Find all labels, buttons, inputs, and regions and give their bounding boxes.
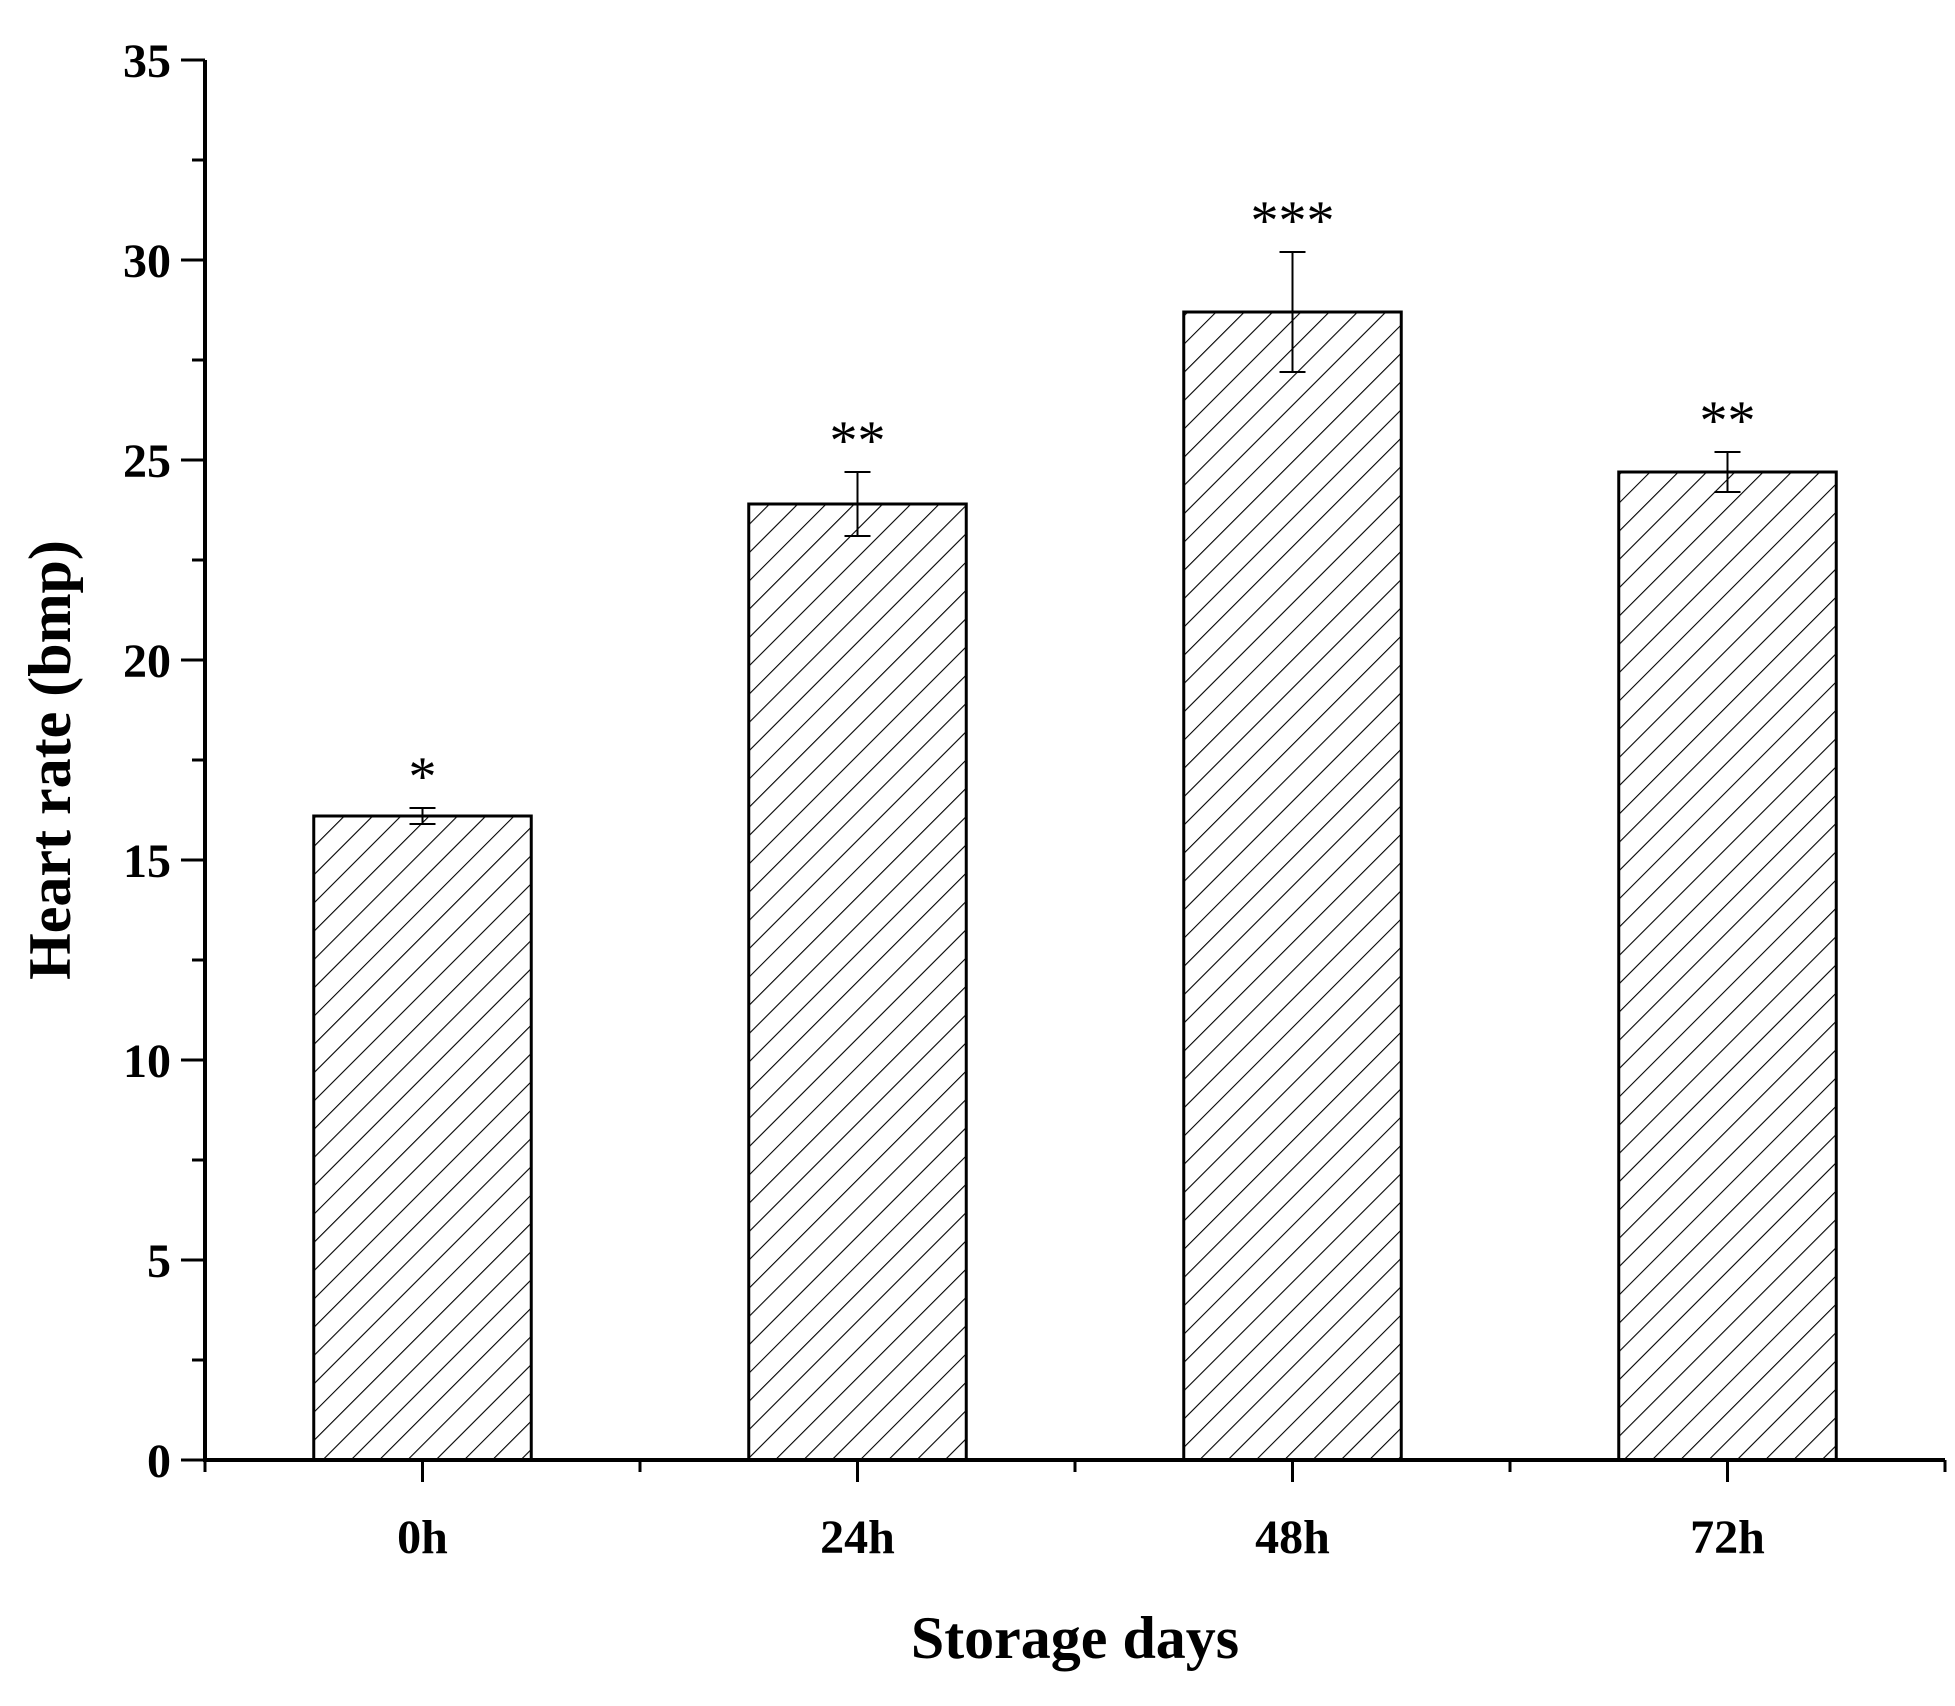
bar-0h	[312, 814, 533, 1462]
significance-annotations-layer: ********	[409, 190, 1756, 808]
significance-label-0h: *	[409, 746, 437, 808]
y-tick-label: 35	[123, 35, 171, 88]
error-bar-0h	[409, 807, 436, 825]
y-tick-label: 5	[147, 1235, 171, 1288]
bar-48h	[1182, 310, 1403, 1462]
significance-label-48h: ***	[1251, 190, 1335, 252]
x-tick-label: 24h	[820, 1511, 895, 1564]
error-bars-layer	[409, 251, 1741, 825]
y-ticks-layer: 0 5 10 15 20 25 30 35	[123, 35, 205, 1488]
error-bar-72h	[1714, 451, 1741, 493]
y-tick-label: 20	[123, 635, 171, 688]
x-axis-title: Storage days	[911, 1605, 1239, 1671]
x-ticks-layer: 0h 24h 48h 72h	[203, 1460, 1947, 1564]
significance-label-72h: **	[1700, 390, 1756, 452]
error-bar-48h	[1279, 251, 1306, 373]
error-bar-24h	[844, 471, 871, 537]
y-tick-label: 15	[123, 835, 171, 888]
y-axis-title: Heart rate (bmp)	[17, 540, 83, 980]
bar-72h	[1617, 470, 1838, 1462]
bar-24h	[747, 502, 968, 1462]
y-tick-label: 10	[123, 1035, 171, 1088]
x-tick-label: 0h	[397, 1511, 448, 1564]
x-tick-label: 72h	[1690, 1511, 1765, 1564]
y-tick-label: 30	[123, 235, 171, 288]
bars-layer	[312, 310, 1838, 1462]
x-tick-label: 48h	[1255, 1511, 1330, 1564]
y-tick-label: 0	[147, 1435, 171, 1488]
significance-label-24h: **	[830, 410, 886, 472]
y-tick-label: 25	[123, 435, 171, 488]
